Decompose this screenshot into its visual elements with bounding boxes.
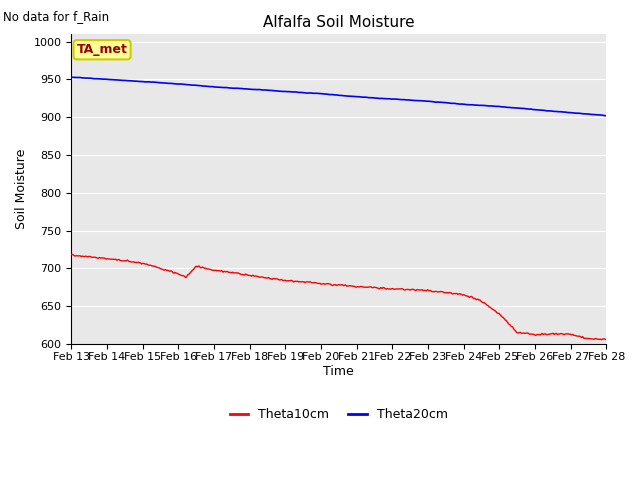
Text: No data for f_Rain: No data for f_Rain [3, 10, 109, 23]
Legend: Theta10cm, Theta20cm: Theta10cm, Theta20cm [225, 403, 453, 426]
X-axis label: Time: Time [323, 364, 354, 378]
Text: TA_met: TA_met [77, 43, 127, 56]
Title: Alfalfa Soil Moisture: Alfalfa Soil Moisture [263, 15, 415, 30]
Y-axis label: Soil Moisture: Soil Moisture [15, 149, 28, 229]
